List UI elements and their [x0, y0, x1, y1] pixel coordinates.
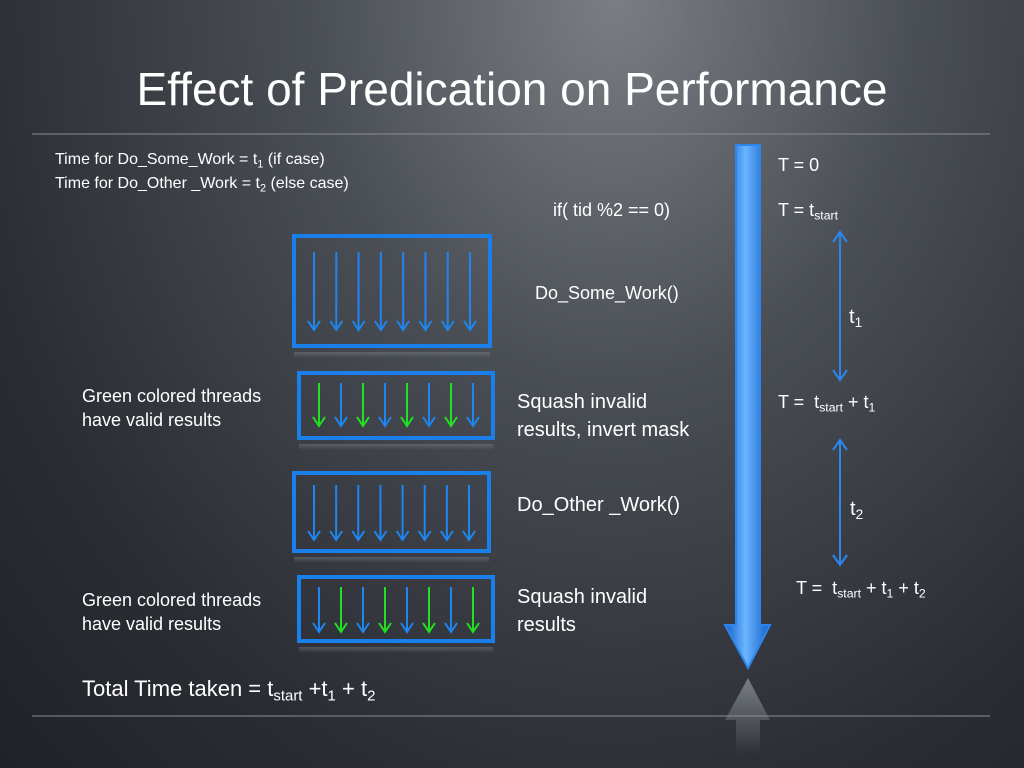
time-note: Time for Do_Other _Work = t2 (else case): [55, 175, 349, 195]
step: Do_Some_Work(): [535, 283, 679, 303]
warp-box: [292, 471, 491, 553]
thread-arrow-head: [312, 622, 326, 634]
thread-arrow-head: [417, 530, 432, 542]
t1-span-heads: [832, 230, 848, 382]
thread-arrow-head: [444, 416, 458, 428]
thread-arrow-head: [463, 320, 477, 332]
warp-reflection: [299, 444, 493, 450]
step: results: [517, 614, 576, 636]
code: if( tid %2 == 0): [553, 200, 671, 220]
thread-arrow-head: [418, 320, 433, 332]
thread-arrow-head: [396, 320, 410, 332]
thread-arrow-head: [356, 416, 370, 428]
thread-arrow-head: [444, 622, 458, 634]
warp-reflection: [294, 557, 489, 563]
title: Effect of Predication on Performance: [136, 63, 888, 115]
time-arrow-reflection: [725, 678, 770, 755]
time-note: Time for Do_Some_Work = t1 (if case): [55, 151, 325, 171]
thread-arrow-head: [395, 530, 410, 542]
thread-arrow-head: [334, 416, 348, 428]
duration-label: t1: [849, 306, 863, 331]
thread-arrow-head: [400, 622, 414, 634]
thread-arrow-head: [351, 530, 366, 542]
warps: [292, 234, 495, 653]
warp-box: [297, 371, 495, 440]
green-note: Green colored threads: [82, 590, 262, 610]
total-time: Total Time taken = tstart +t1 + t2: [82, 676, 376, 705]
step: Do_Other _Work(): [517, 494, 681, 516]
thread-arrow-head: [466, 622, 480, 634]
thread-arrow-head: [334, 622, 348, 634]
thread-arrow-head: [312, 416, 326, 428]
thread-arrow-head: [307, 530, 321, 542]
step: Squash invalid: [517, 391, 648, 413]
step: Squash invalid: [517, 586, 648, 608]
thread-arrow-head: [400, 416, 414, 428]
thread-arrow-head: [378, 416, 392, 428]
thread-arrow-head: [466, 416, 480, 428]
thread-arrow-head: [373, 530, 388, 542]
time-label: T = tstart + t1: [778, 392, 876, 415]
green-note: have valid results: [82, 614, 222, 634]
thread-arrow-head: [422, 622, 436, 634]
thread-arrow-head: [307, 320, 321, 332]
warp-reflection: [294, 352, 490, 358]
time-arrow: [723, 144, 772, 671]
green-note: have valid results: [82, 410, 222, 430]
thread-arrow-head: [462, 530, 476, 542]
thread-arrow-head: [374, 320, 388, 332]
t2-span-heads: [832, 438, 848, 567]
step: results, invert mask: [517, 419, 690, 441]
thread-arrow-head: [351, 320, 366, 332]
thread-arrow-head: [329, 320, 344, 332]
time-label: T = tstart + t1 + t2: [796, 578, 926, 601]
warp-reflection: [299, 647, 493, 653]
thread-arrow-head: [329, 530, 343, 542]
time-label: T = 0: [778, 155, 820, 175]
thread-arrow-head: [440, 320, 455, 332]
thread-arrow-head: [422, 416, 436, 428]
thread-arrow-head: [356, 622, 370, 634]
time-label: T = tstart: [778, 200, 838, 223]
duration-label: t2: [850, 498, 864, 523]
thread-arrow-head: [440, 530, 454, 542]
thread-arrow-head: [378, 622, 392, 634]
warp-box: [297, 575, 495, 643]
green-note: Green colored threads: [82, 386, 262, 406]
warp-box: [292, 234, 492, 348]
